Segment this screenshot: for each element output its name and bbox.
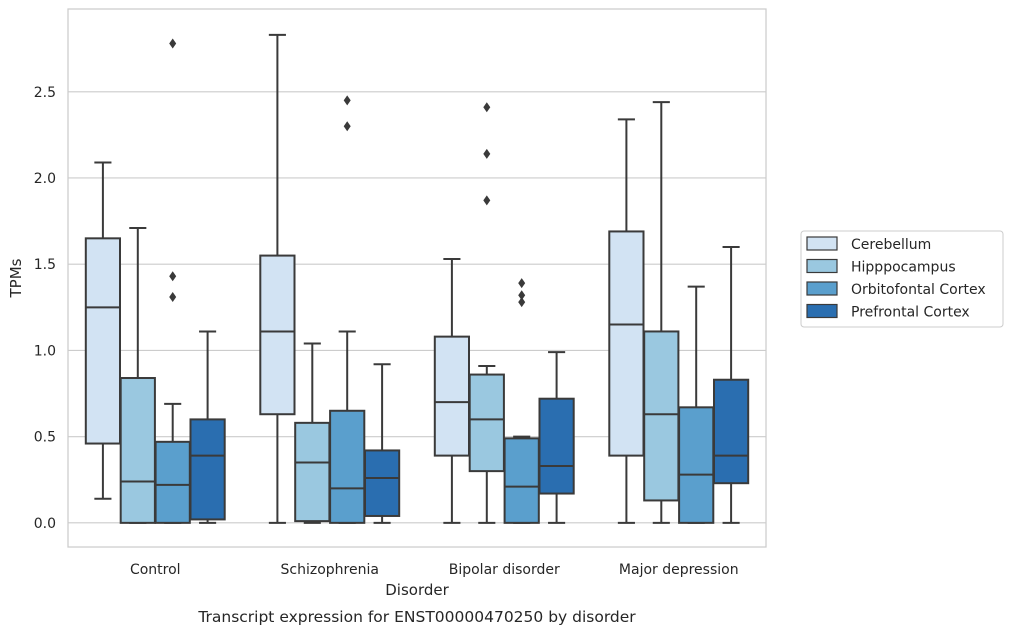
box-body-1-2	[468, 373, 505, 473]
y-axis-label: TPMs	[7, 258, 25, 298]
plot-frame	[67, 8, 767, 548]
outlier-2-0-1	[169, 271, 177, 282]
box-2-2	[503, 278, 540, 524]
legend-swatch-2	[806, 281, 838, 296]
box-body-2-3	[678, 406, 715, 524]
legend-swatch-3	[806, 303, 838, 319]
legend: Cerebellum Hipppocampus Orbitofontal Corte…	[800, 230, 1004, 328]
y-tick-label-5: 2.5	[34, 85, 56, 101]
box-1-2	[468, 102, 505, 524]
box-body-0-2	[433, 335, 471, 457]
box-body-1-0	[119, 377, 156, 524]
box-0-0	[84, 161, 122, 500]
box-1-3	[643, 101, 680, 524]
legend-swatch-1	[806, 258, 838, 274]
box-body-1-1	[294, 421, 331, 523]
outlier-2-1-0	[343, 121, 351, 132]
legend-label-0: Cerebellum	[851, 237, 931, 253]
grid-lines	[68, 91, 766, 524]
box-0-2	[433, 258, 471, 524]
box-2-3	[678, 285, 715, 524]
box-body-3-2	[538, 397, 575, 495]
box-body-0-1	[259, 254, 296, 416]
outlier-2-2-0	[518, 297, 526, 308]
legend-label-3: Prefrontal Cortex	[851, 305, 970, 321]
box-3-0	[189, 330, 226, 524]
y-axis-ticks: 0.0 0.5 1.0 1.5 2.0 2.5	[34, 85, 56, 532]
x-tick-label-1: Schizophrenia	[281, 562, 379, 578]
outlier-2-2-2	[518, 278, 526, 289]
box-1-0	[119, 226, 156, 524]
x-axis-ticks: Control Schizophrenia Bipolar disorder Majo…	[130, 562, 739, 578]
box-body-3-0	[189, 418, 226, 521]
x-tick-label-0: Control	[130, 562, 181, 578]
outlier-1-2-1	[483, 148, 491, 159]
box-1-1	[294, 342, 331, 524]
box-body-3-1	[363, 449, 401, 517]
legend-frame	[800, 230, 1004, 328]
legend-label-2: Orbitofontal Cortex	[851, 282, 986, 298]
legend-swatch-0	[806, 236, 838, 251]
outlier-2-0-0	[169, 291, 177, 302]
x-tick-label-3: Major depression	[619, 562, 739, 578]
y-tick-label-3: 1.5	[34, 257, 56, 273]
box-plot-area	[84, 33, 750, 524]
box-3-1	[363, 363, 401, 524]
box-3-3	[712, 245, 750, 524]
outlier-2-0-2	[169, 38, 177, 49]
box-2-1	[329, 95, 366, 524]
y-tick-label-1: 0.5	[34, 430, 56, 446]
box-body-2-1	[329, 409, 366, 524]
box-2-0	[154, 38, 191, 524]
box-body-2-0	[154, 440, 191, 524]
box-body-1-3	[643, 330, 680, 502]
legend-label-1: Hipppocampus	[851, 260, 956, 276]
box-0-3	[608, 118, 645, 524]
y-tick-label-4: 2.0	[34, 171, 56, 187]
x-tick-label-2: Bipolar disorder	[449, 562, 560, 578]
box-body-3-3	[712, 378, 750, 485]
x-axis-label: Disorder	[385, 581, 449, 599]
chart-caption: Transcript expression for ENST0000047025…	[197, 608, 636, 626]
outlier-1-2-2	[483, 102, 491, 113]
box-body-0-0	[84, 237, 122, 445]
box-body-0-3	[608, 230, 645, 457]
outlier-2-2-1	[518, 290, 526, 301]
box-3-2	[538, 351, 575, 524]
y-tick-label-0: 0.0	[34, 516, 56, 532]
y-tick-label-2: 1.0	[34, 343, 56, 359]
outlier-1-2-0	[483, 195, 491, 206]
box-body-2-2	[503, 437, 540, 524]
box-0-1	[259, 33, 296, 524]
outlier-2-1-1	[343, 95, 351, 106]
